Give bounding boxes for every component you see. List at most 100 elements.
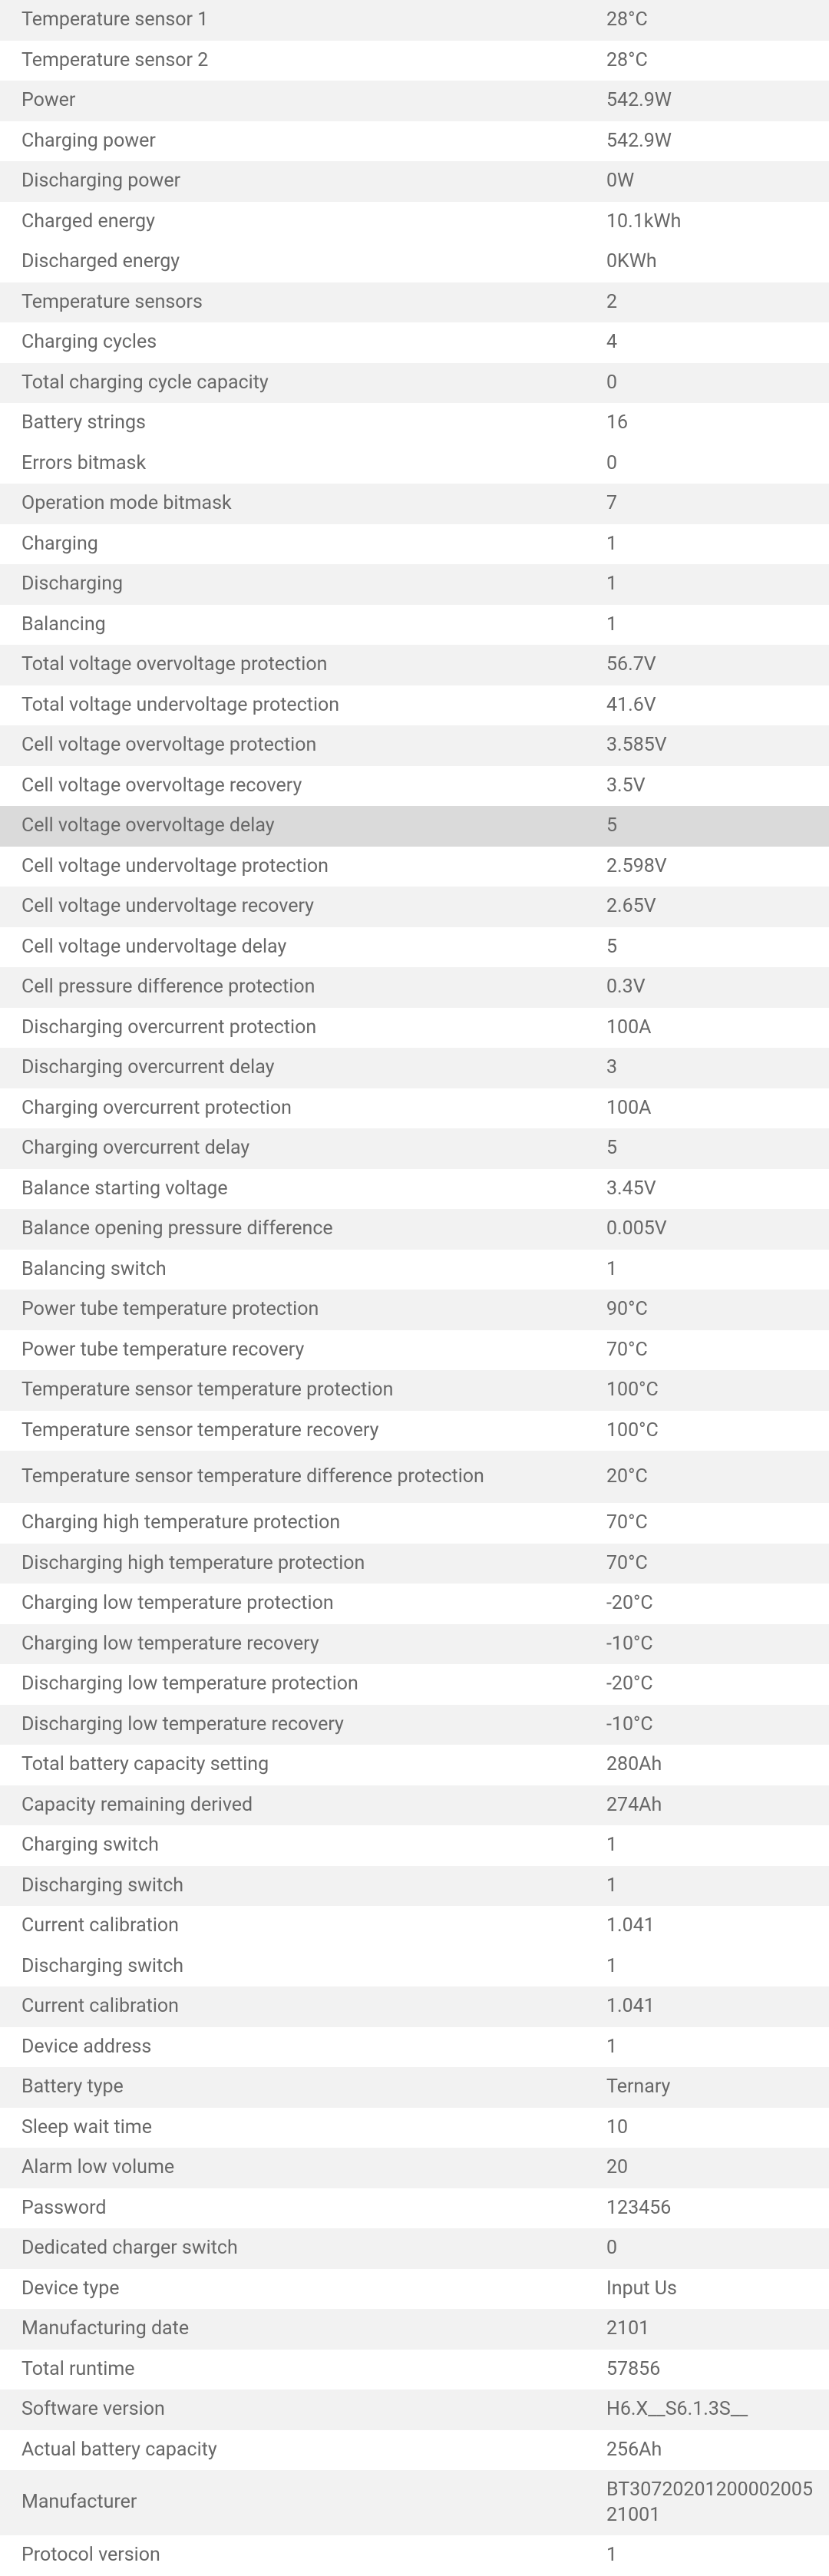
row-label: Discharging switch [0,1866,606,1907]
row-value: 1 [606,1825,829,1866]
row-label: Charging [0,524,606,565]
row-value: 3.585V [606,725,829,766]
table-row: Temperature sensor temperature differenc… [0,1451,829,1503]
table-row: Cell voltage undervoltage protection2.59… [0,847,829,887]
row-value: BT3072020120000200521001 [606,2470,829,2535]
row-value: 100°C [606,1411,829,1451]
row-value: 1.041 [606,1906,829,1947]
row-value: 70°C [606,1544,829,1584]
table-row: Temperature sensor 228°C [0,41,829,81]
table-row: Dedicated charger switch0 [0,2228,829,2269]
table-row: Total battery capacity setting280Ah [0,1745,829,1785]
row-value: 10.1kWh [606,202,829,243]
row-value: 28°C [606,41,829,81]
table-row: Device address1 [0,2027,829,2068]
row-value: 10 [606,2108,829,2148]
row-value: 100A [606,1008,829,1049]
row-label: Alarm low volume [0,2148,606,2188]
row-label: Temperature sensors [0,282,606,323]
table-row: Errors bitmask0 [0,444,829,484]
row-value: 4 [606,322,829,363]
row-value: 2.598V [606,847,829,887]
table-row: Power542.9W [0,81,829,121]
row-label: Discharging overcurrent delay [0,1048,606,1088]
row-label: Charging low temperature recovery [0,1624,606,1665]
table-row: Total voltage undervoltage protection41.… [0,685,829,726]
row-label: Power [0,81,606,121]
row-label: Charging overcurrent delay [0,1128,606,1169]
row-label: Discharging high temperature protection [0,1544,606,1584]
table-row: Capacity remaining derived274Ah [0,1785,829,1826]
row-value: 3.45V [606,1169,829,1210]
row-label: Cell voltage overvoltage protection [0,725,606,766]
table-row: Temperature sensor temperature recovery1… [0,1411,829,1451]
table-row: Alarm low volume20 [0,2148,829,2188]
table-row: Balance starting voltage3.45V [0,1169,829,1210]
row-label: Cell voltage undervoltage delay [0,927,606,968]
row-value: 2101 [606,2309,829,2350]
row-value: 5 [606,1128,829,1169]
table-row: Temperature sensor 128°C [0,0,829,41]
table-row: Discharging switch1 [0,1866,829,1907]
row-label: Cell voltage undervoltage recovery [0,887,606,927]
row-label: Charged energy [0,202,606,243]
table-row: Discharging1 [0,564,829,605]
row-label: Battery strings [0,403,606,444]
table-row: Password123456 [0,2188,829,2229]
table-row: Cell voltage undervoltage delay5 [0,927,829,968]
row-value: 274Ah [606,1785,829,1826]
row-label: Balance opening pressure difference [0,1209,606,1250]
row-value: 2 [606,282,829,323]
row-value: 1 [606,2535,829,2576]
table-row: Charging high temperature protection70°C [0,1503,829,1544]
row-label: Balancing [0,605,606,646]
row-value: 0 [606,2228,829,2269]
table-row: Discharged energy0KWh [0,242,829,282]
row-label: Password [0,2188,606,2229]
row-value: Ternary [606,2067,829,2108]
row-label: Charging cycles [0,322,606,363]
row-label: Power tube temperature protection [0,1290,606,1330]
row-label: Cell voltage undervoltage protection [0,847,606,887]
row-value: 100°C [606,1370,829,1411]
table-row: Charging overcurrent protection100A [0,1088,829,1129]
table-row: Discharging high temperature protection7… [0,1544,829,1584]
table-row: Manufacturing date2101 [0,2309,829,2350]
row-value: 1 [606,1250,829,1290]
row-label: Discharging [0,564,606,605]
row-value: 280Ah [606,1745,829,1785]
table-row: Charging1 [0,524,829,565]
row-label: Charging switch [0,1825,606,1866]
row-label: Battery type [0,2067,606,2108]
row-label: Dedicated charger switch [0,2228,606,2269]
row-value: 90°C [606,1290,829,1330]
row-label: Balancing switch [0,1250,606,1290]
row-value: 1 [606,564,829,605]
row-label: Software version [0,2389,606,2430]
row-label: Temperature sensor temperature recovery [0,1411,606,1451]
table-row: Charging low temperature recovery-10°C [0,1624,829,1665]
row-label: Cell voltage overvoltage delay [0,806,606,847]
table-row: Power tube temperature recovery70°C [0,1330,829,1371]
row-value: 0.3V [606,967,829,1008]
row-label: Current calibration [0,1906,606,1947]
row-value: 5 [606,806,829,847]
row-label: Cell voltage overvoltage recovery [0,766,606,807]
table-row: Charging low temperature protection-20°C [0,1584,829,1624]
row-label: Device type [0,2269,606,2310]
row-value: 1 [606,605,829,646]
row-value: 1 [606,2027,829,2068]
row-label: Discharging overcurrent protection [0,1008,606,1049]
row-value: 542.9W [606,81,829,121]
row-value: 56.7V [606,645,829,685]
table-row: Balancing1 [0,605,829,646]
row-label: Temperature sensor 2 [0,41,606,81]
row-value: 0 [606,363,829,404]
table-row: Current calibration1.041 [0,1986,829,2027]
table-row: Battery typeTernary [0,2067,829,2108]
table-row: Actual battery capacity256Ah [0,2430,829,2471]
row-label: Total battery capacity setting [0,1745,606,1785]
row-label: Device address [0,2027,606,2068]
row-value: 1 [606,524,829,565]
row-label: Errors bitmask [0,444,606,484]
